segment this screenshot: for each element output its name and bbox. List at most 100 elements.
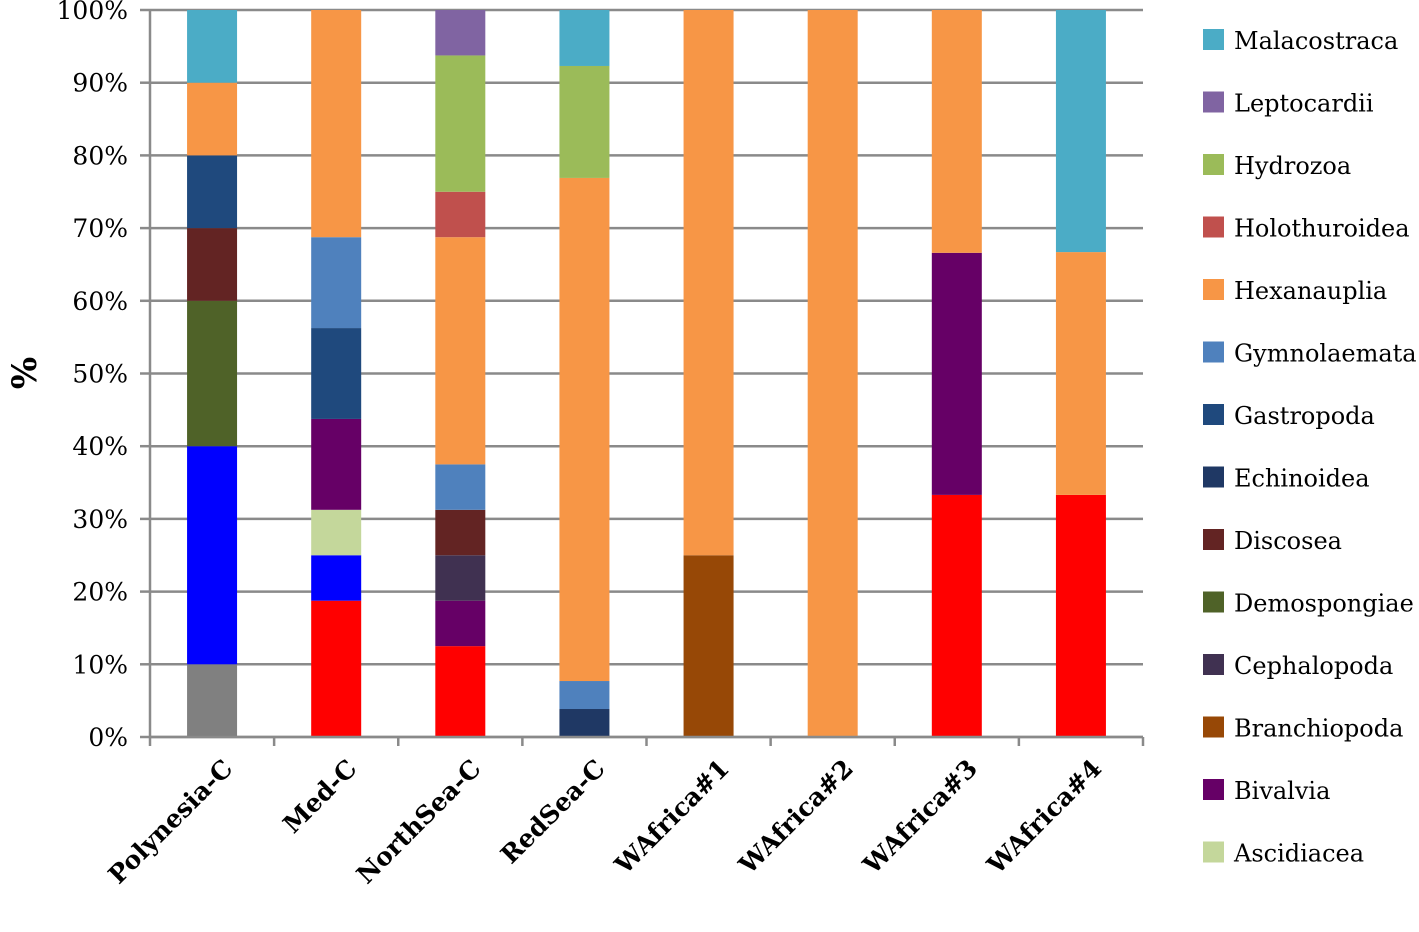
y-tick-label: 60% [72,287,128,316]
legend-swatch [1203,466,1224,488]
bar-segment [187,155,238,229]
y-tick-labels: 0% 10% 20% 30% 40% 50% 60% 70% 80% 90% 100% [57,0,128,752]
y-tick-label: 0% [88,723,128,752]
legend-label: Hydrozoa [1234,152,1351,180]
bar-segment [559,709,610,737]
bar-segment [311,10,362,238]
bar-segment [435,191,486,238]
bar-segment [559,65,610,178]
legend-swatch [1203,716,1224,738]
x-category-label: Med-C [277,754,362,839]
legend-label: Gymnolaemata [1234,340,1417,368]
legend-item: Discosea [1203,527,1342,555]
y-tick-label: 50% [72,360,128,389]
bar-segment [187,446,238,665]
bar-segment [807,10,858,737]
legend: Malacostraca Leptocardii Hydrozoa Holothuro… [1203,27,1417,868]
bar-segment [435,464,486,510]
legend-item: Gastropoda [1203,402,1375,430]
bar-segment [1055,252,1106,495]
y-tick-label: 10% [72,650,128,679]
y-tick-label: 30% [72,505,128,534]
bar-segment [435,10,486,56]
y-tick-label: 90% [72,69,128,98]
bar-segment [1055,494,1106,737]
legend-item: Echinoidea [1203,465,1370,493]
legend-item: Gymnolaemata [1203,340,1417,368]
legend-item: Malacostraca [1203,27,1398,55]
bar-segment [311,509,362,556]
legend-item: Hexanauplia [1203,277,1387,305]
legend-item: Hydrozoa [1203,152,1351,180]
legend-label: Malacostraca [1234,27,1398,55]
legend-swatch [1203,279,1224,300]
bar-segment [311,328,362,419]
legend-item: Demospongiae [1203,590,1414,618]
legend-swatch [1203,154,1224,175]
y-tick-label: 80% [72,141,128,170]
legend-item: Ascidiacea [1203,840,1364,868]
bars [187,10,1106,737]
legend-item: Branchiopoda [1203,715,1403,743]
legend-swatch [1203,591,1224,613]
legend-label: Holothuroidea [1234,215,1410,243]
bar-segment [311,555,362,601]
bar-segment [187,10,238,83]
bar-segment [435,646,486,737]
bar-segment [435,55,486,192]
legend-swatch [1203,341,1224,363]
bar-segment [311,237,362,329]
x-category-label: NorthSea-C [351,754,487,890]
bar-segment [683,555,734,737]
legend-item: Cephalopoda [1203,652,1393,680]
bar-segment [931,494,982,737]
legend-label: Cephalopoda [1234,652,1393,680]
legend-swatch [1203,779,1224,800]
x-category-label: WAfrica#3 [857,754,983,880]
bar-segment [435,237,486,465]
gridlines [140,8,1143,739]
x-category-label: RedSea-C [495,754,611,870]
legend-label: Branchiopoda [1234,715,1403,743]
legend-swatch [1203,654,1224,675]
bar-segment [187,300,238,447]
legend-swatch [1203,216,1224,238]
bar-segment [683,10,734,556]
legend-label: Discosea [1234,527,1342,555]
x-category-label: WAfrica#4 [981,754,1107,880]
legend-swatch [1203,529,1224,550]
bar-segment [311,600,362,737]
legend-label: Bivalvia [1234,777,1330,805]
bar-segment [435,555,486,601]
y-tick-label: 40% [72,432,128,461]
legend-label: Echinoidea [1234,465,1370,493]
bar-segment [559,10,610,66]
legend-item: Holothuroidea [1203,215,1410,243]
legend-item: Leptocardii [1203,90,1374,118]
legend-swatch [1203,91,1224,113]
bar-segment [187,82,238,156]
legend-label: Ascidiacea [1233,840,1364,868]
legend-label: Leptocardii [1234,90,1374,118]
bar-segment [435,600,486,647]
legend-swatch [1203,29,1224,50]
legend-item: Bivalvia [1203,777,1330,805]
bar-segment [435,509,486,556]
legend-swatch [1203,404,1224,425]
y-tick-label: 100% [57,0,128,25]
y-axis-label: % [5,357,45,389]
axes [148,10,1145,746]
bar-segment [187,228,238,301]
legend-label: Demospongiae [1234,590,1414,618]
bar-segment [931,252,982,495]
legend-swatch [1203,841,1224,863]
y-tick-label: 20% [72,578,128,607]
x-category-label: WAfrica#1 [608,754,734,880]
bar-segment [559,681,610,710]
legend-label: Gastropoda [1234,402,1375,430]
legend-label: Hexanauplia [1234,277,1387,305]
bar-segment [559,177,610,682]
